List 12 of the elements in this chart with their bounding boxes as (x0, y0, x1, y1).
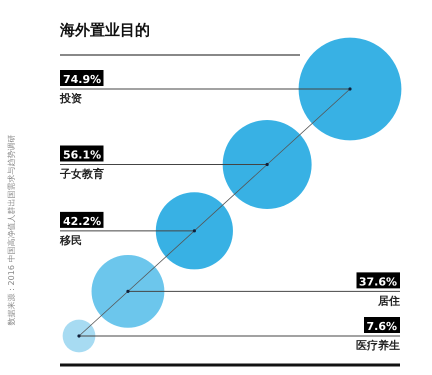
category-label: 投资 (59, 92, 82, 105)
data-label: 42.2% (63, 214, 102, 228)
category-label: 医疗养生 (356, 339, 400, 352)
data-label: 7.6% (366, 320, 397, 333)
data-label: 56.1% (63, 148, 102, 162)
data-label: 37.6% (358, 275, 397, 288)
data-label: 74.9% (63, 73, 102, 86)
category-label: 移民 (59, 234, 82, 247)
source-note: 数据来源：2016 中国高净值人群出国需求与趋势调研 (7, 134, 16, 326)
category-label: 居住 (377, 294, 400, 308)
text: 海外置业目的 (59, 21, 150, 39)
category-label: 子女教育 (59, 168, 104, 181)
